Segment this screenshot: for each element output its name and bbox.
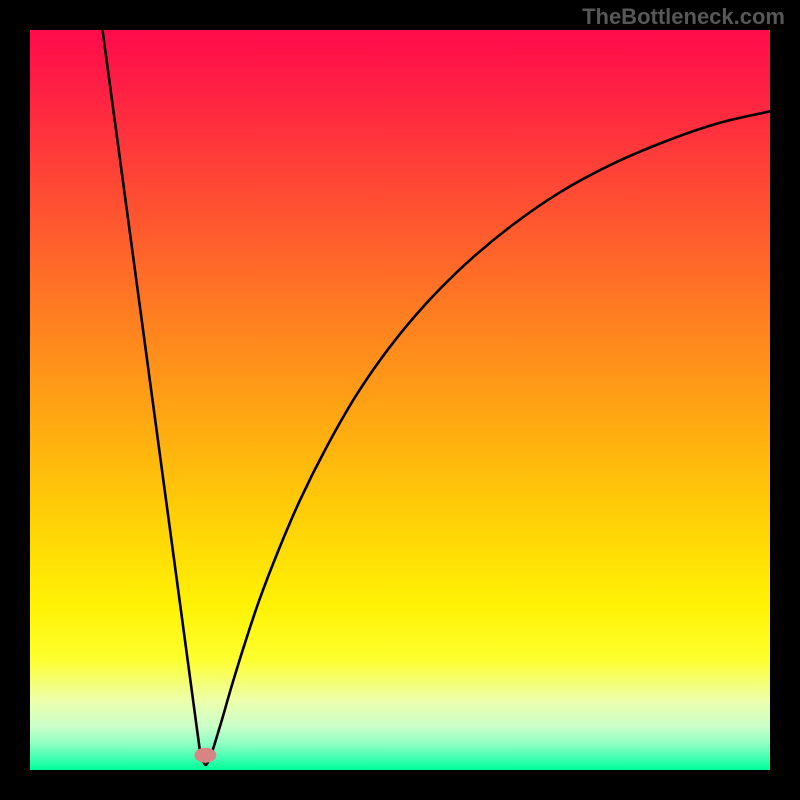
watermark-text: TheBottleneck.com <box>582 4 785 30</box>
bottleneck-chart: TheBottleneck.com <box>0 0 800 800</box>
chart-svg <box>0 0 800 800</box>
minimum-marker <box>194 748 216 763</box>
plot-area-gradient <box>30 30 770 770</box>
